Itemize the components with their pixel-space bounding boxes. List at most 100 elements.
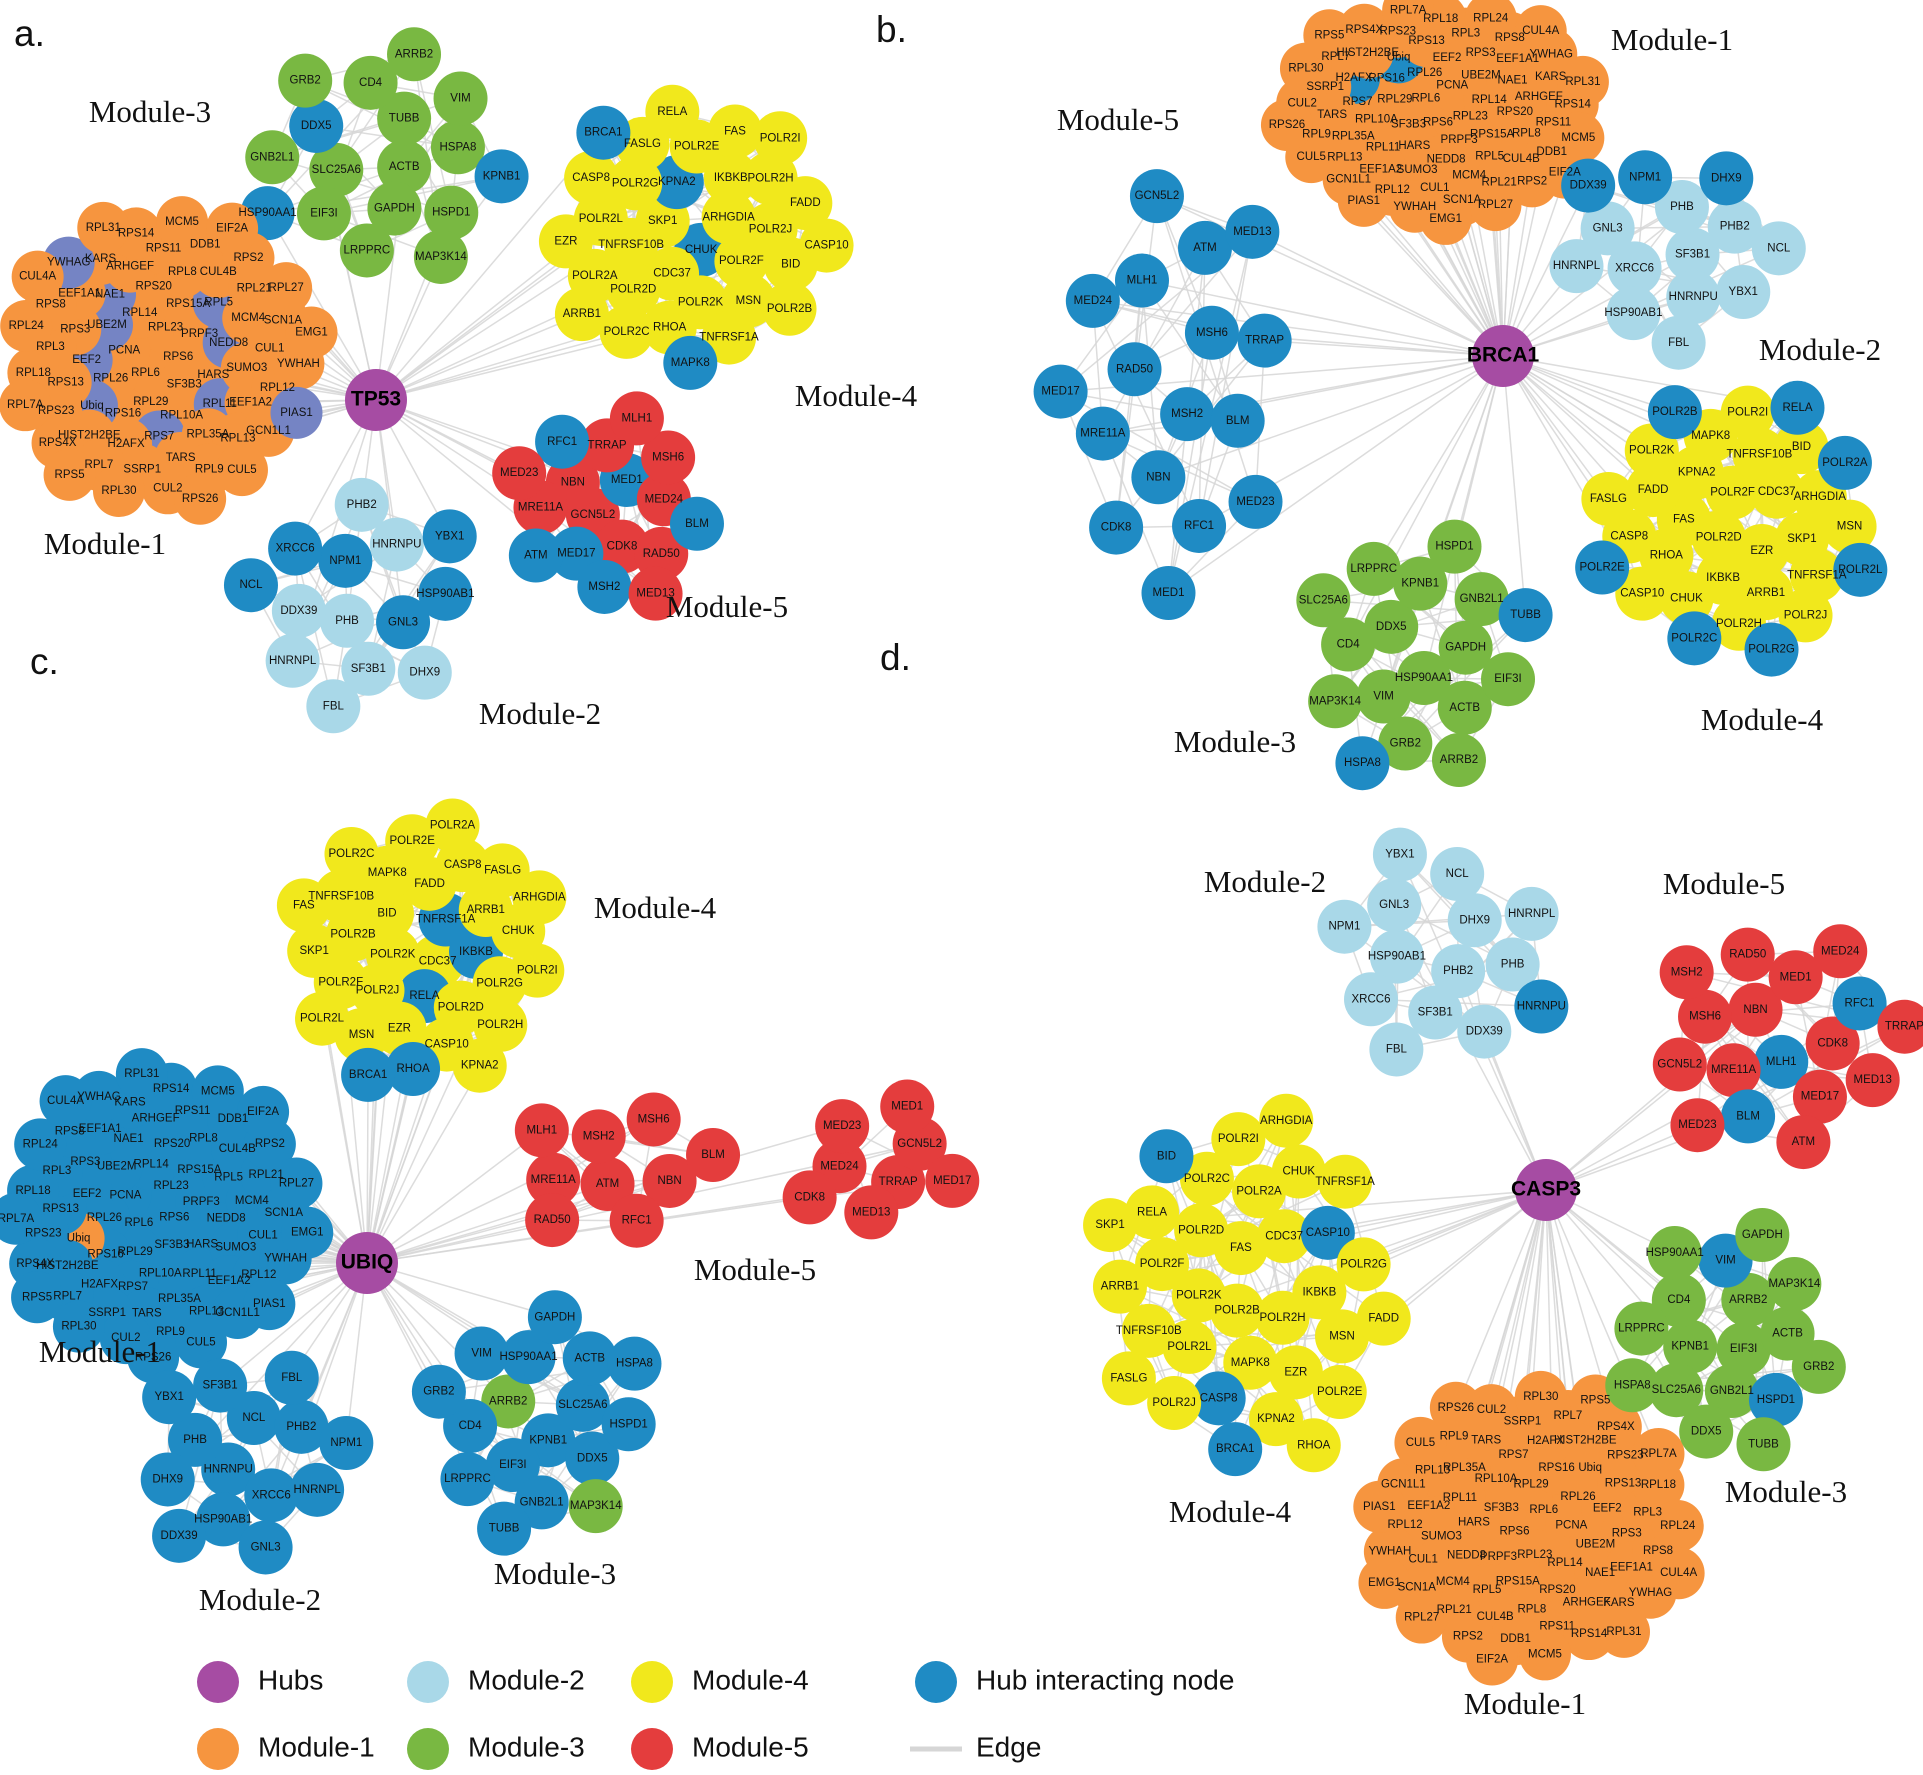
node-EMG1 bbox=[285, 306, 338, 359]
node-RELA bbox=[1770, 380, 1825, 435]
node-NBN bbox=[642, 1153, 697, 1208]
node-SLC25A6 bbox=[1296, 573, 1351, 628]
node-POLR2E bbox=[1575, 540, 1630, 595]
node-MRE11A bbox=[526, 1152, 581, 1207]
edge bbox=[1502, 185, 1589, 357]
node-CASP8 bbox=[1191, 1371, 1246, 1426]
node-CHUK bbox=[1659, 571, 1714, 626]
node-MSN bbox=[1315, 1309, 1370, 1364]
module-label-b-3: Module-4 bbox=[1701, 702, 1824, 737]
node-CASP10 bbox=[799, 218, 854, 273]
node-POLR2A bbox=[1817, 435, 1872, 490]
node-RPS26 bbox=[1429, 1381, 1482, 1434]
node-CUL4A bbox=[39, 1075, 92, 1128]
node-CUL4A bbox=[1514, 5, 1567, 58]
node-MSH2 bbox=[571, 1109, 626, 1164]
node-YBX1 bbox=[422, 509, 477, 564]
node-GAPDH bbox=[1735, 1208, 1790, 1263]
legend-label-1-1: Module-3 bbox=[468, 1731, 585, 1762]
node-RPS5 bbox=[11, 1271, 64, 1324]
node-BRCA1 bbox=[1208, 1422, 1263, 1477]
edge bbox=[375, 399, 404, 623]
node-HSPA8 bbox=[430, 120, 485, 175]
module-label-b-1: Module-1 bbox=[1611, 22, 1733, 57]
node-MRE11A bbox=[1706, 1043, 1761, 1098]
node-FBL bbox=[1651, 315, 1706, 370]
node-CD4 bbox=[1321, 617, 1376, 672]
node-MSH6 bbox=[626, 1092, 681, 1147]
node-DDX5 bbox=[1364, 599, 1419, 654]
node-MLH1 bbox=[514, 1103, 569, 1158]
node-NCL bbox=[226, 1391, 281, 1446]
node-HNRNPL bbox=[265, 633, 320, 688]
node-TUBB bbox=[1736, 1417, 1791, 1472]
node-GAPDH bbox=[367, 181, 422, 236]
node-LRPPRC bbox=[1614, 1301, 1669, 1356]
edge bbox=[1363, 1189, 1547, 1266]
legend-swatch-module-5 bbox=[631, 1728, 673, 1770]
node-POLR2G bbox=[1744, 622, 1799, 677]
node-IKBKB bbox=[703, 150, 758, 205]
node-MED23 bbox=[815, 1099, 870, 1154]
node-HSP90AB1 bbox=[1369, 929, 1424, 984]
node-POLR2C bbox=[599, 304, 654, 359]
legend-swatch-hub-interacting-node bbox=[915, 1661, 957, 1703]
node-SF3B1 bbox=[341, 641, 396, 696]
edge bbox=[1347, 355, 1504, 645]
panel-letter-d: d. bbox=[880, 637, 911, 678]
node-BID bbox=[1774, 420, 1829, 475]
edge bbox=[1545, 1189, 1569, 1417]
node-PHB2 bbox=[1707, 199, 1762, 254]
node-CDK8 bbox=[1805, 1016, 1860, 1071]
node-MRE11A bbox=[1075, 406, 1130, 461]
edge bbox=[1115, 280, 1143, 528]
node-RPL31 bbox=[1598, 1605, 1651, 1658]
node-HSPD1 bbox=[1748, 1372, 1803, 1427]
node-RPS5 bbox=[1303, 9, 1356, 62]
node-ARHGDIA bbox=[701, 190, 756, 245]
node-MED17 bbox=[1033, 364, 1088, 419]
node-BLM bbox=[669, 496, 724, 551]
node-EIF3I bbox=[485, 1438, 540, 1493]
node-POLR2J bbox=[1147, 1376, 1202, 1431]
node-RPL31 bbox=[115, 1048, 168, 1101]
node-MCM5 bbox=[191, 1065, 244, 1118]
node-RPS26 bbox=[1260, 99, 1313, 152]
node-NPM1 bbox=[319, 1416, 374, 1471]
node-FADD bbox=[778, 176, 833, 231]
node-TRRAP bbox=[1237, 313, 1292, 368]
node-CASP10 bbox=[1615, 566, 1670, 621]
node-NBN bbox=[1131, 450, 1186, 505]
module-label-b-2: Module-2 bbox=[1759, 332, 1881, 367]
node-RPS26 bbox=[127, 1331, 180, 1384]
node-TUBB bbox=[1498, 588, 1553, 643]
node-FBL bbox=[306, 679, 361, 734]
node-NBN bbox=[1728, 982, 1783, 1037]
node-POLR2C bbox=[324, 826, 379, 881]
node-GNL3 bbox=[1580, 201, 1635, 256]
edge bbox=[366, 1129, 543, 1264]
node-RPL31 bbox=[1556, 55, 1609, 108]
node-SLC25A6 bbox=[309, 142, 364, 197]
node-SF3B1 bbox=[1665, 227, 1720, 282]
node-POLR2B bbox=[762, 281, 817, 336]
node-XRCC6 bbox=[268, 521, 323, 576]
node-GNB2L1 bbox=[1454, 572, 1509, 627]
node-LRPPRC bbox=[1346, 541, 1401, 596]
node-KPNB1 bbox=[474, 149, 529, 204]
node-RPL31 bbox=[77, 201, 130, 254]
node-POLR2L bbox=[1833, 542, 1888, 597]
edge bbox=[1264, 339, 1504, 357]
node-LRPPRC bbox=[339, 223, 394, 278]
node-GAPDH bbox=[527, 1290, 582, 1345]
node-PIAS1 bbox=[1353, 1480, 1406, 1533]
node-KPNA2 bbox=[1248, 1392, 1303, 1447]
node-FAS bbox=[708, 104, 763, 159]
node-PHB2 bbox=[334, 477, 389, 532]
node-HSPD1 bbox=[601, 1397, 656, 1452]
edge bbox=[272, 156, 452, 214]
node-HSP90AB1 bbox=[418, 566, 473, 621]
node-POLR2G bbox=[1336, 1237, 1391, 1292]
